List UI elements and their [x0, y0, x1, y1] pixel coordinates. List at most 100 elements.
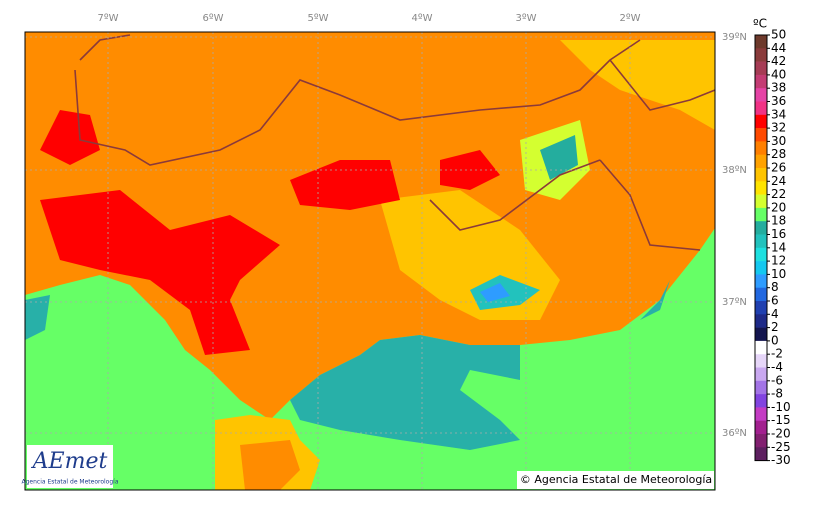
colorbar-swatch [755, 35, 767, 49]
colorbar-label: -6 [771, 373, 783, 387]
colorbar-swatch [755, 340, 767, 355]
colorbar-swatch [755, 207, 767, 222]
colorbar-label: 32 [771, 121, 786, 135]
colorbar-swatch [755, 354, 767, 368]
colorbar: 5044424038363432302826242220181614121086… [754, 28, 791, 467]
colorbar-swatch [755, 394, 767, 408]
copyright-box [517, 471, 714, 489]
map-frame [24, 31, 716, 491]
colorbar-swatch [755, 380, 767, 395]
lat-label: 37ºN [722, 297, 747, 308]
colorbar-swatch [755, 327, 767, 342]
colorbar-swatch [755, 194, 767, 209]
colorbar-label: 34 [771, 107, 786, 121]
colorbar-swatch [755, 247, 767, 262]
lon-label: 3ºW [516, 13, 537, 24]
border [74, 34, 715, 251]
logo-name: AEmet [31, 449, 108, 474]
lat-label: 36ºN [722, 428, 747, 439]
colorbar-swatch [755, 128, 767, 142]
colorbar-label: 30 [771, 134, 786, 148]
colorbar-swatch [755, 154, 767, 169]
colorbar-swatch [755, 261, 767, 275]
colorbar-swatch [755, 434, 767, 448]
colorbar-label: 10 [771, 267, 786, 281]
colorbar-swatch [755, 88, 767, 102]
colorbar-swatch [755, 407, 767, 421]
copyright: © Agencia Estatal de Meteorología [520, 473, 712, 486]
colorbar-swatch [755, 234, 767, 249]
colorbar-unit: ºC [753, 17, 767, 31]
colorbar-label: -10 [771, 400, 791, 414]
colorbar-swatch [755, 48, 767, 62]
colorbar-label: 0 [771, 333, 779, 347]
lon-labels: 7ºW 6ºW 5ºW 4ºW 3ºW 2ºW [98, 13, 641, 24]
colorbar-label: -8 [771, 387, 783, 401]
colorbar-label: 38 [771, 81, 786, 95]
colorbar-swatch [755, 61, 767, 76]
lon-label: 6ºW [203, 13, 224, 24]
colorbar-label: 44 [771, 41, 786, 55]
colorbar-label: 18 [771, 214, 786, 228]
colorbar-label: 8 [771, 280, 779, 294]
colorbar-label: 2 [771, 320, 779, 334]
africa-hot [240, 440, 300, 490]
lon-label: 4ºW [412, 13, 433, 24]
logo-box [27, 445, 113, 488]
colorbar-label: 40 [771, 67, 786, 81]
colorbar-swatch [755, 274, 767, 288]
colorbar-label: -25 [771, 440, 791, 454]
lon-label: 7ºW [98, 13, 119, 24]
colorbar-label: -30 [771, 453, 791, 467]
cool-zone [540, 135, 578, 180]
colorbar-swatch [755, 141, 767, 155]
colorbar-label: 4 [771, 307, 779, 321]
colorbar-swatch [755, 74, 767, 89]
colorbar-label: 22 [771, 187, 786, 201]
hot-zone [40, 110, 100, 165]
lat-labels: 39ºN 38ºN 37ºN 36ºN [722, 32, 747, 439]
colorbar-label: 14 [771, 240, 786, 254]
logo-subtitle: Agencia Estatal de Meteorología [22, 479, 119, 486]
colorbar-label: 42 [771, 54, 786, 68]
colorbar-swatch [755, 314, 767, 328]
colorbar-swatch [755, 447, 767, 461]
colorbar-swatch [755, 221, 767, 235]
colorbar-swatch [755, 101, 767, 116]
lon-label: 5ºW [308, 13, 329, 24]
cold-zone [480, 283, 510, 302]
colorbar-label: 12 [771, 254, 786, 268]
colorbar-label: 6 [771, 294, 779, 308]
colorbar-swatch [755, 168, 767, 182]
colorbar-swatch [755, 181, 767, 195]
colorbar-swatch [755, 114, 767, 129]
colorbar-label: 28 [771, 147, 786, 161]
colorbar-label: 16 [771, 227, 786, 241]
colorbar-swatch [755, 301, 767, 315]
hot-zone [290, 160, 400, 210]
colorbar-label: 20 [771, 200, 786, 214]
colorbar-label: -2 [771, 347, 783, 361]
hot-zone [440, 150, 500, 190]
colorbar-label: -20 [771, 427, 791, 441]
graticule [25, 32, 715, 490]
colorbar-label: 36 [771, 94, 786, 108]
colorbar-label: -15 [771, 413, 791, 427]
colorbar-label: 50 [771, 28, 786, 42]
lat-label: 38ºN [722, 165, 747, 176]
map [25, 32, 715, 490]
colorbar-swatch [755, 287, 767, 302]
warm-zone [560, 40, 715, 130]
colorbar-swatch [755, 367, 767, 382]
colorbar-label: 24 [771, 174, 786, 188]
colorbar-swatch [755, 420, 767, 435]
lat-label: 39ºN [722, 32, 747, 43]
shallow-sea [25, 295, 50, 340]
hot-zone [40, 190, 280, 355]
mediterranean [290, 335, 520, 450]
shallow-sea [640, 280, 670, 320]
colorbar-label: 26 [771, 161, 786, 175]
lon-label: 2ºW [620, 13, 641, 24]
colorbar-label: -4 [771, 360, 783, 374]
